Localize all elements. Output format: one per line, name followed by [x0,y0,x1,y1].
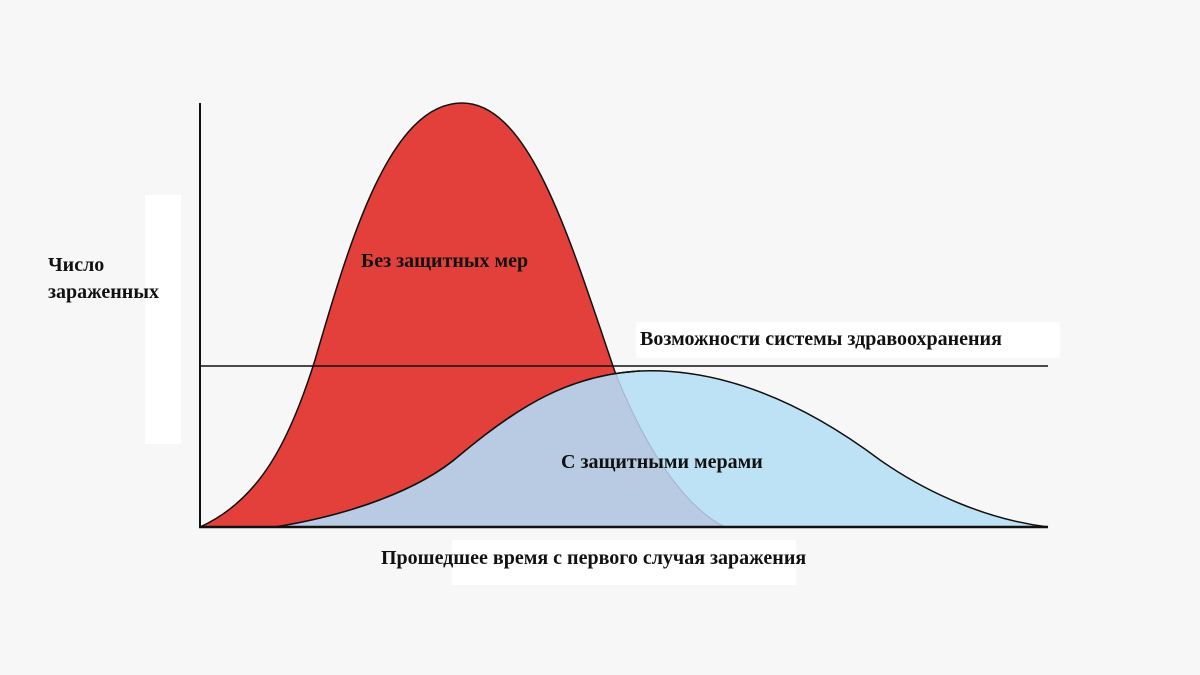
y-axis-label-line2: зараженных [48,281,159,303]
x-axis-label: Прошедшее время с первого случая заражен… [381,547,807,569]
y-label-backdrop [145,195,181,444]
curve-with-measures-label: С защитными мерами [561,451,763,473]
capacity-label: Возможности системы здравоохранения [640,328,1002,350]
curve-without-measures-label: Без защитных мер [361,250,529,272]
capacity-label-backdrop [636,322,1060,358]
x-label-backdrop [452,540,796,585]
y-axis-label-line1: Число [48,254,105,276]
